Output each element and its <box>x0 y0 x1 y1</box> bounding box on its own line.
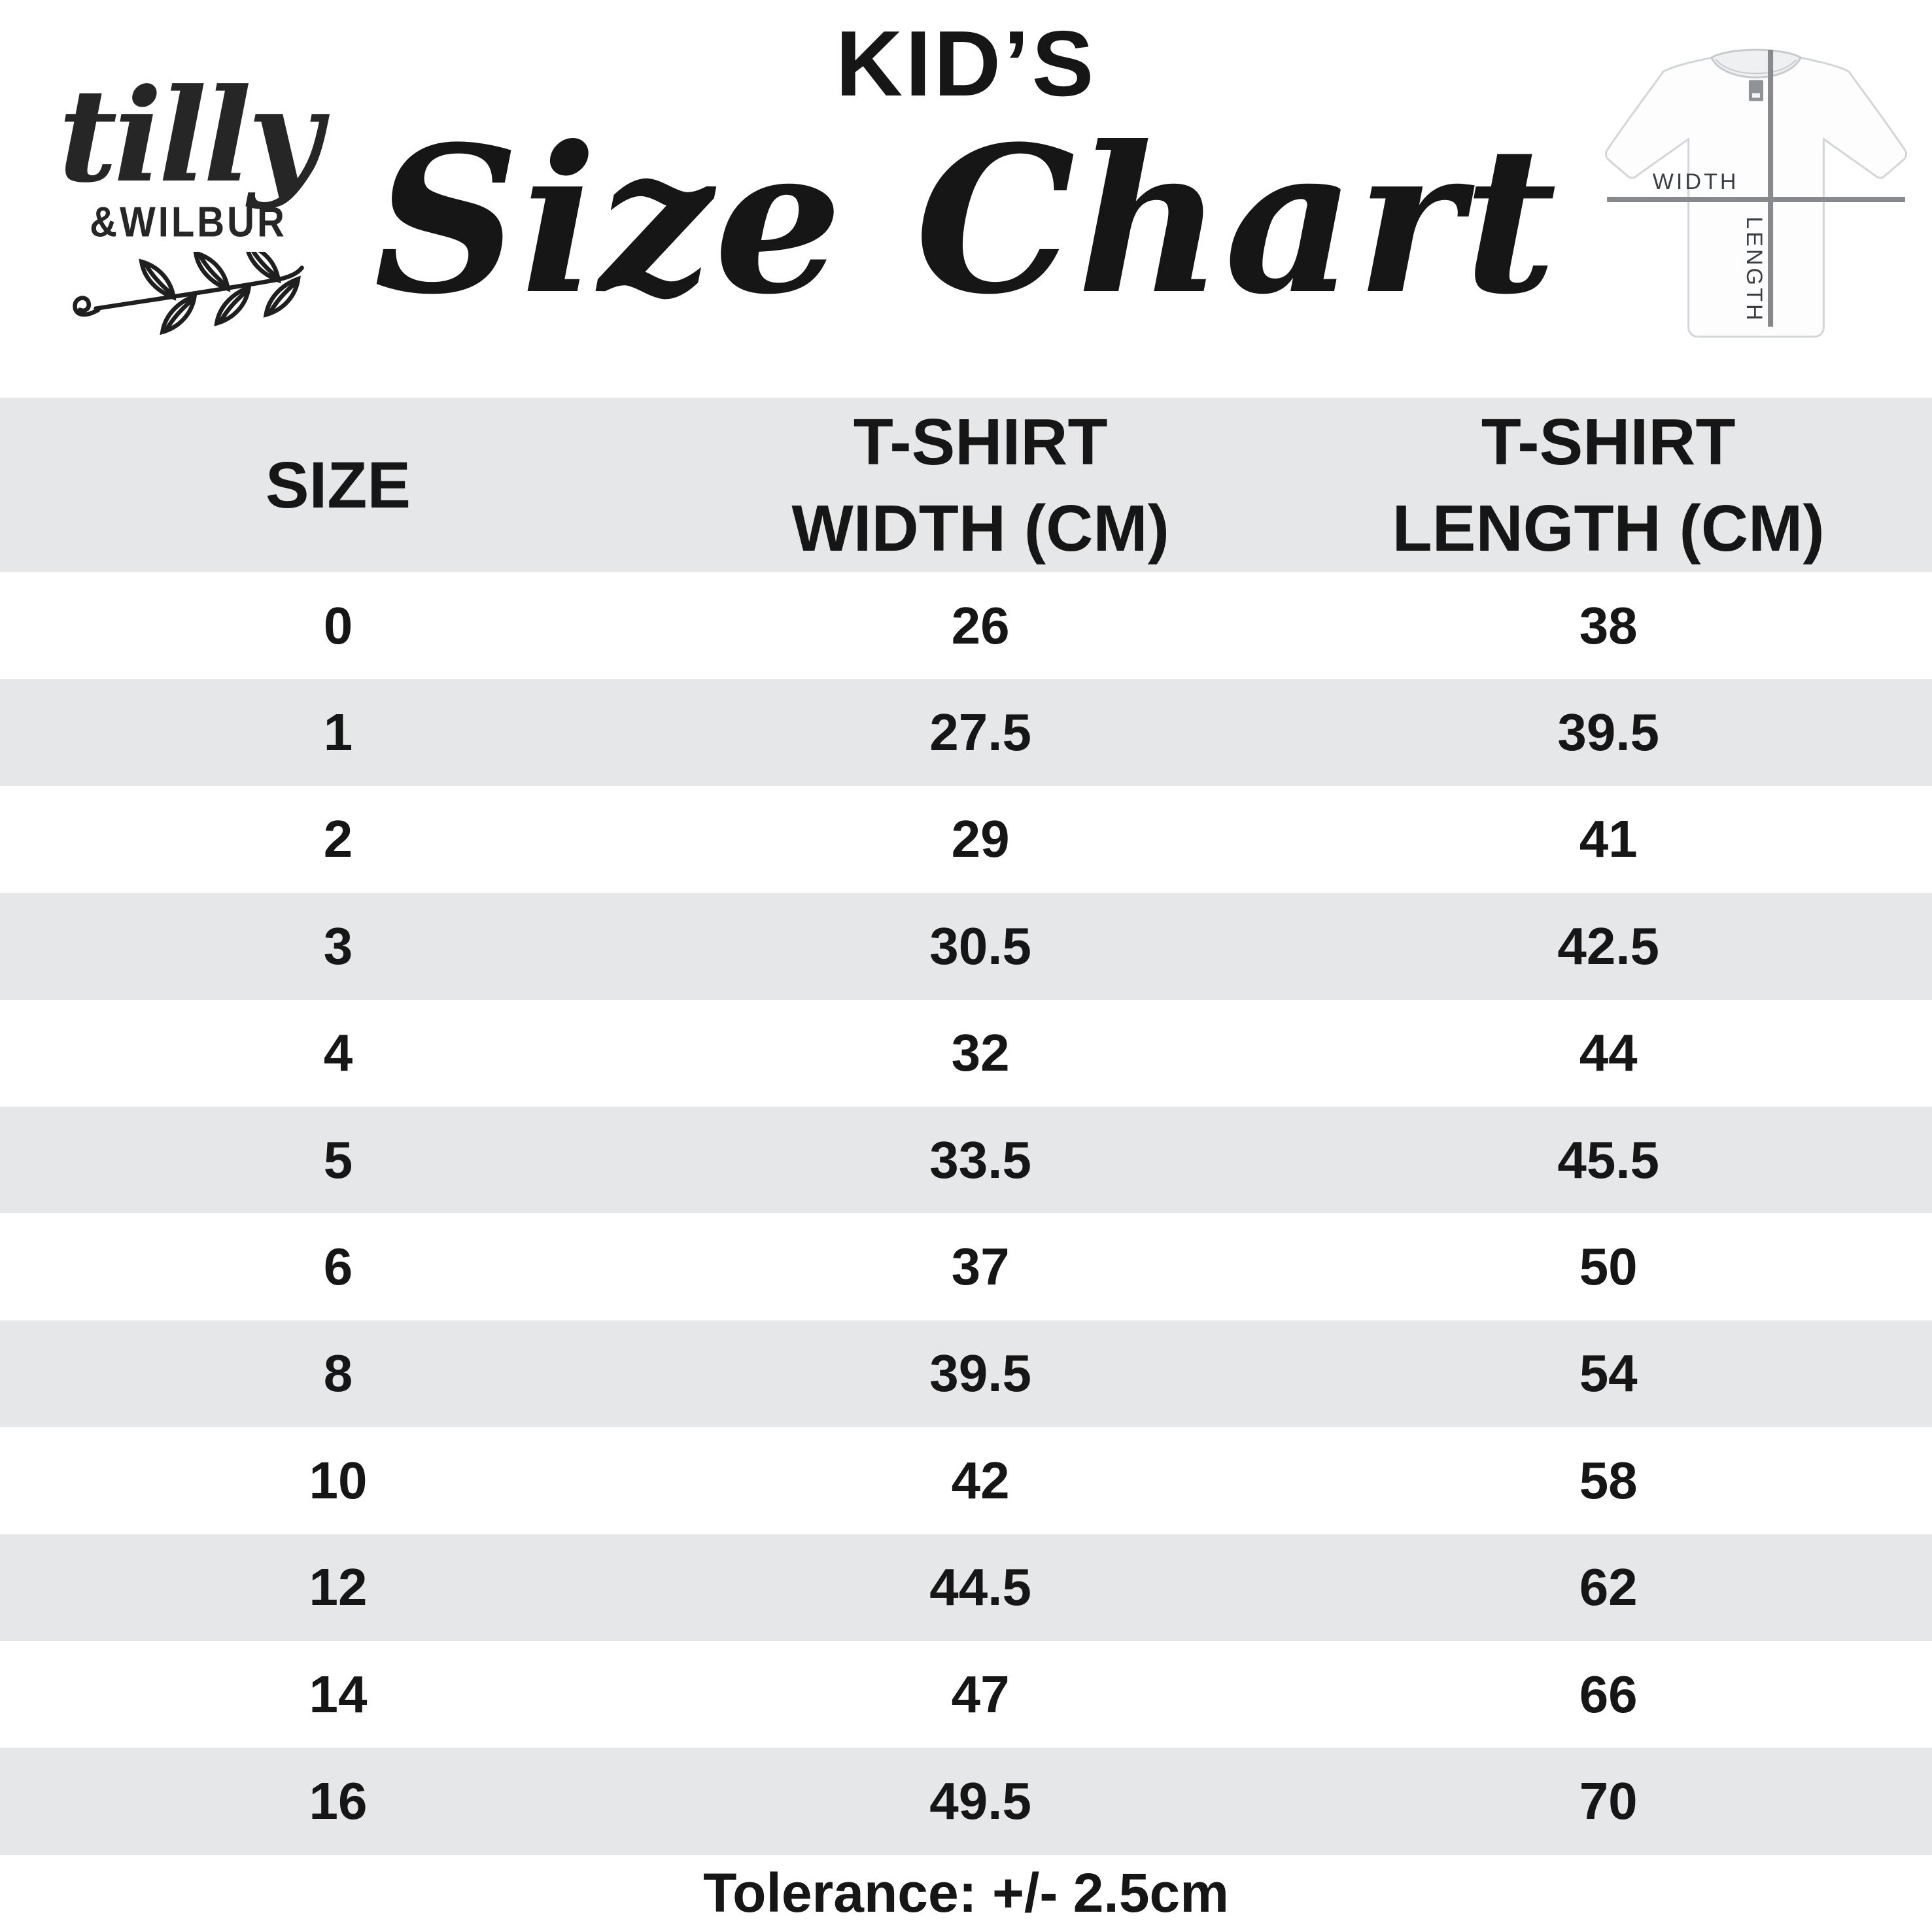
length-cell: 38 <box>1579 596 1638 655</box>
brand-name-caps: &WILBUR <box>90 198 287 247</box>
table-row: 0 26 38 <box>0 572 1932 680</box>
size-table: SIZE T-SHIRT WIDTH (CM) T-SHIRT LENGTH (… <box>0 398 1932 1855</box>
width-cell: 47 <box>951 1665 1010 1723</box>
size-cell: 1 <box>323 703 353 762</box>
size-cell: 4 <box>323 1024 353 1082</box>
page-kicker: KID’S <box>835 12 1097 116</box>
size-cell: 8 <box>323 1344 353 1403</box>
tshirt-diagram-icon: WIDTH LENGTH <box>1604 48 1908 338</box>
length-cell: 42.5 <box>1557 916 1660 975</box>
table-row: 8 39.5 54 <box>0 1320 1932 1428</box>
tolerance-note: Tolerance: +/- 2.5cm <box>703 1862 1229 1923</box>
table-row: 1 27.5 39.5 <box>0 679 1932 786</box>
size-cell: 3 <box>323 916 353 975</box>
width-cell: 27.5 <box>929 703 1031 762</box>
col-header-width: T-SHIRT WIDTH (CM) <box>791 405 1169 565</box>
size-cell: 0 <box>323 596 353 655</box>
length-cell: 41 <box>1579 810 1638 869</box>
tshirt-width-label: WIDTH <box>1653 169 1739 194</box>
length-cell: 45.5 <box>1557 1130 1660 1189</box>
width-cell: 30.5 <box>929 916 1031 975</box>
table-row: 5 33.5 45.5 <box>0 1106 1932 1214</box>
table-row: 12 44.5 62 <box>0 1534 1932 1641</box>
page-title: Size Chart <box>373 102 1559 339</box>
size-cell: 16 <box>309 1771 368 1830</box>
table-row: 14 47 66 <box>0 1640 1932 1748</box>
width-cell: 37 <box>951 1237 1010 1296</box>
table-row: 6 37 50 <box>0 1213 1932 1320</box>
width-cell: 26 <box>951 596 1010 655</box>
table-row: 10 42 58 <box>0 1427 1932 1534</box>
size-cell: 12 <box>309 1558 368 1617</box>
size-cell: 10 <box>309 1451 368 1509</box>
table-row: 2 29 41 <box>0 785 1932 893</box>
length-cell: 44 <box>1579 1024 1638 1082</box>
width-cell: 49.5 <box>929 1771 1031 1830</box>
length-cell: 70 <box>1579 1771 1638 1830</box>
table-row: 3 30.5 42.5 <box>0 893 1932 1000</box>
neck-tag <box>1748 80 1764 101</box>
table-body: 0 26 38 1 27.5 39.5 2 29 41 3 30.5 42.5 … <box>0 572 1932 1855</box>
table-header-row: SIZE T-SHIRT WIDTH (CM) T-SHIRT LENGTH (… <box>0 398 1932 572</box>
width-cell: 39.5 <box>929 1344 1031 1403</box>
col-header-size: SIZE <box>265 448 411 522</box>
length-cell: 58 <box>1579 1451 1638 1509</box>
brand-name-script: tilly <box>58 61 322 211</box>
size-cell: 2 <box>323 810 353 869</box>
size-cell: 5 <box>323 1130 353 1189</box>
table-row: 4 32 44 <box>0 999 1932 1107</box>
width-cell: 29 <box>951 810 1010 869</box>
length-cell: 62 <box>1579 1558 1638 1617</box>
width-cell: 33.5 <box>929 1130 1031 1189</box>
brand-logo: tilly &WILBUR <box>51 61 326 341</box>
size-cell: 14 <box>309 1665 368 1723</box>
tshirt-figure: WIDTH LENGTH <box>1585 27 1927 361</box>
length-cell: 66 <box>1579 1665 1638 1723</box>
size-cell: 6 <box>323 1237 353 1296</box>
width-cell: 32 <box>951 1024 1010 1082</box>
length-cell: 39.5 <box>1557 703 1660 762</box>
width-cell: 44.5 <box>929 1558 1031 1617</box>
tshirt-length-label: LENGTH <box>1742 216 1767 323</box>
length-cell: 50 <box>1579 1237 1638 1296</box>
width-cell: 42 <box>951 1451 1010 1509</box>
length-cell: 54 <box>1579 1344 1638 1403</box>
table-row: 16 49.5 70 <box>0 1748 1932 1855</box>
col-header-length: T-SHIRT LENGTH (CM) <box>1392 405 1825 565</box>
